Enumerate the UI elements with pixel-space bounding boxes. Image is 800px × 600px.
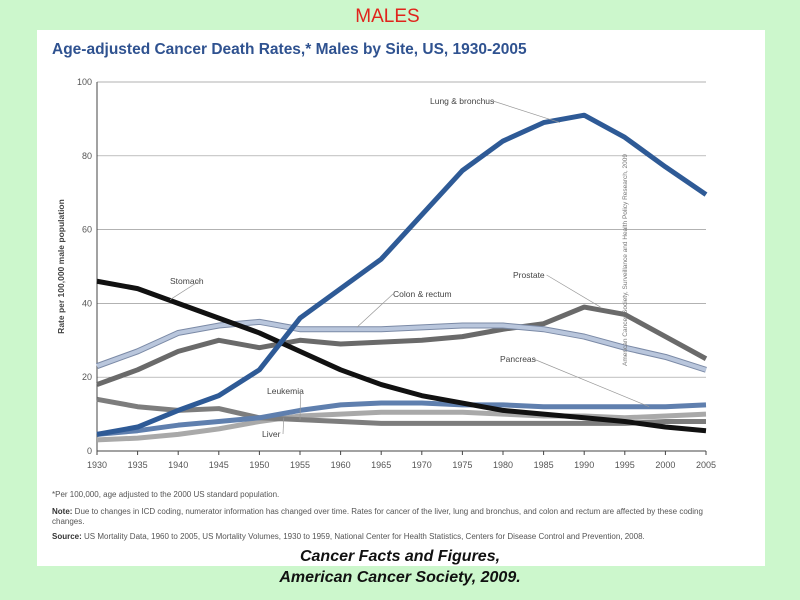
- note-label: Note:: [52, 507, 73, 516]
- annotation-label: Stomach: [170, 276, 204, 286]
- y-axis-label: Rate per 100,000 male population: [56, 199, 66, 334]
- y-tick-label: 0: [87, 446, 92, 456]
- series-line-lung-bronchus: [96, 112, 708, 437]
- annotation-leader: [533, 358, 650, 408]
- x-tick-label: 1965: [371, 460, 391, 470]
- annotation-leader: [546, 274, 601, 308]
- note-text: Due to changes in ICD coding, numerator …: [52, 507, 703, 526]
- annotation-label: Lung & bronchus: [430, 96, 494, 106]
- x-tick-label: 1970: [412, 460, 432, 470]
- y-tick-label: 40: [82, 298, 92, 308]
- y-tick-label: 60: [82, 225, 92, 235]
- x-tick-label: 1990: [574, 460, 594, 470]
- x-tick-label: 1955: [290, 460, 310, 470]
- caption-line-2: American Cancer Society, 2009.: [279, 569, 521, 586]
- y-tick-label: 100: [77, 77, 92, 87]
- y-tick-label: 80: [82, 151, 92, 161]
- x-tick-label: 2005: [696, 460, 716, 470]
- y-tick-label: 20: [82, 372, 92, 382]
- series-line-stomach: [96, 278, 707, 434]
- series-line-liver: [96, 409, 707, 443]
- annotation-label: Leukemia: [267, 386, 304, 396]
- x-tick-label: 1975: [452, 460, 472, 470]
- x-tick-label: 1935: [128, 460, 148, 470]
- x-tick-label: 2000: [655, 460, 675, 470]
- x-tick-label: 1930: [87, 460, 107, 470]
- caption-line-1: Cancer Facts and Figures,: [299, 548, 501, 565]
- caption: Cancer Facts and Figures, American Cancer…: [0, 546, 800, 588]
- footnote: *Per 100,000, age adjusted to the 2000 U…: [52, 490, 280, 499]
- note: Note: Due to changes in ICD coding, nume…: [52, 507, 712, 527]
- source: Source: US Mortality Data, 1960 to 2005,…: [52, 532, 712, 542]
- x-tick-label: 1960: [331, 460, 351, 470]
- source-label: Source:: [52, 532, 82, 541]
- x-tick-label: 1950: [249, 460, 269, 470]
- annotation-label: Pancreas: [500, 354, 536, 364]
- annotation-leader: [356, 293, 394, 328]
- x-tick-label: 1940: [168, 460, 188, 470]
- annotation-label: Prostate: [513, 270, 545, 280]
- annotation-label: Colon & rectum: [393, 289, 452, 299]
- slide-title: MALES: [355, 6, 420, 27]
- x-tick-label: 1945: [209, 460, 229, 470]
- series-line-leukemia: [96, 396, 706, 426]
- annotation-leader: [169, 280, 200, 301]
- x-tick-label: 1980: [493, 460, 513, 470]
- series-line-colon-rectum: [96, 319, 707, 372]
- annotation-leader: [492, 100, 560, 123]
- chart-title: Age-adjusted Cancer Death Rates,* Males …: [52, 41, 527, 58]
- annotation-leader: [299, 390, 301, 420]
- annotation-label: Liver: [262, 429, 281, 439]
- x-tick-label: 1985: [534, 460, 554, 470]
- series-line-prostate: [96, 304, 708, 387]
- source-text: US Mortality Data, 1960 to 2005, US Mort…: [81, 532, 645, 541]
- side-credit: American Cancer Society, Surveillance an…: [622, 154, 629, 366]
- annotation-leader: [282, 417, 285, 435]
- series-line-pancreas: [96, 400, 707, 437]
- x-tick-label: 1995: [615, 460, 635, 470]
